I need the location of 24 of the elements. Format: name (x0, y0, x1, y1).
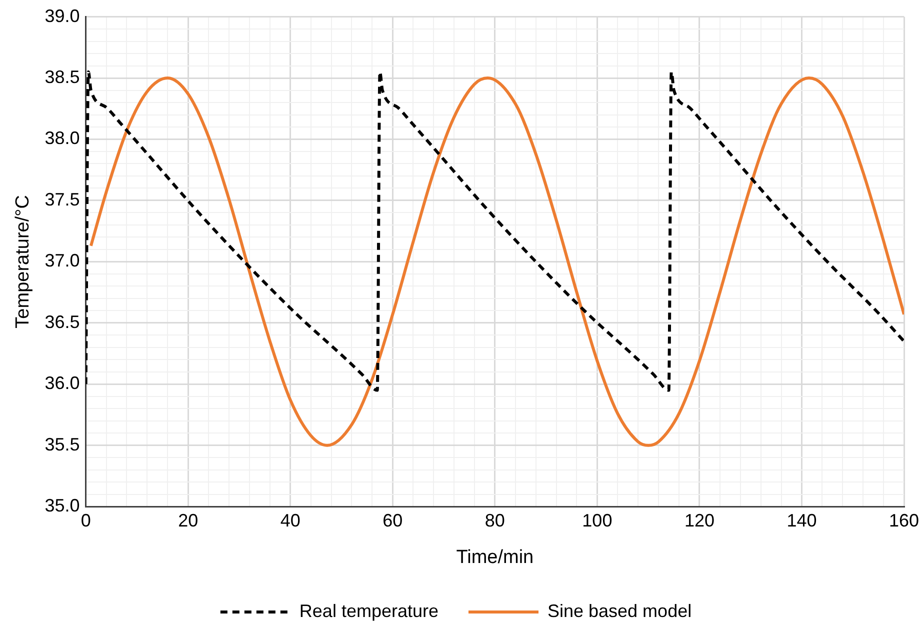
y-tick-label: 35.5 (44, 434, 80, 454)
x-tick-label: 0 (80, 510, 91, 530)
y-tick-label: 37.0 (44, 250, 80, 271)
y-tick-label: 35.0 (44, 496, 80, 516)
x-tick-label: 40 (280, 510, 300, 530)
x-tick-label: 20 (178, 510, 198, 530)
line-series (89, 76, 904, 447)
y-axis-title: Temperature/°C (12, 195, 34, 328)
x-tick-label: 140 (786, 510, 817, 530)
y-tick-label: 38.0 (44, 128, 80, 148)
x-axis-title: Time/min (456, 546, 534, 568)
x-tick-label: 100 (582, 510, 612, 530)
x-tick-label: 60 (382, 510, 403, 530)
y-tick-label: 38.5 (44, 66, 80, 87)
x-tick-label: 160 (888, 510, 920, 530)
y-tick-label: 36.0 (44, 373, 80, 394)
x-tick-label: 120 (684, 510, 714, 530)
y-tick-label: 37.5 (44, 189, 80, 210)
x-tick-label: 80 (484, 510, 505, 530)
legend-label: Real temperature (299, 600, 438, 621)
y-tick-label: 39.0 (44, 6, 80, 26)
y-tick-label: 36.5 (44, 312, 80, 332)
line-series (86, 70, 904, 392)
legend-label: Sine based model (547, 600, 692, 621)
